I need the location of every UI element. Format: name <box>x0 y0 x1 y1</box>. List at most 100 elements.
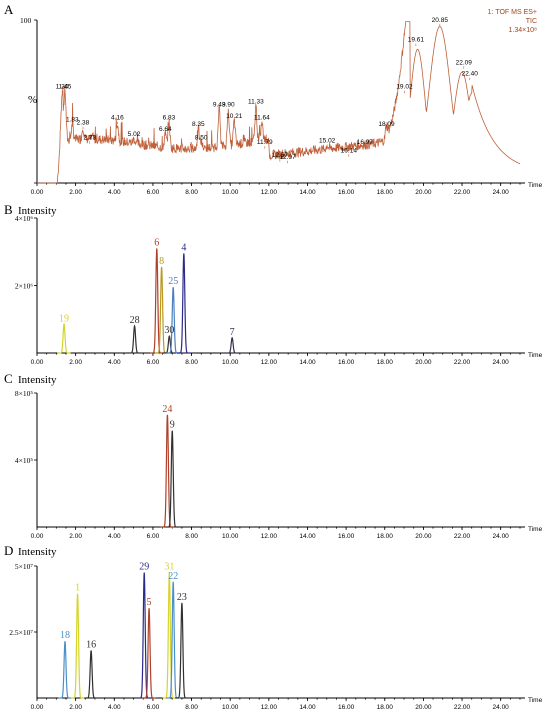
peak-trace <box>160 414 175 528</box>
x-tick-label: 0.00 <box>31 704 44 711</box>
tic-trace <box>37 21 521 184</box>
peak-label: 12.57 <box>272 152 289 159</box>
legend-line-3: 1.34×10⁸ <box>509 27 537 34</box>
x-tick-label: 8.00 <box>185 704 198 711</box>
x-tick-label: 0.00 <box>31 533 44 540</box>
peak-label: 11.33 <box>248 98 264 105</box>
y-tick-label: 5×10⁷ <box>15 562 33 571</box>
x-tick-label: 2.00 <box>69 704 82 711</box>
panel-label: A <box>4 2 14 17</box>
peak-trace <box>137 572 151 699</box>
peak-label: 31 <box>164 562 174 573</box>
peak-label: 9.90 <box>222 102 235 109</box>
peak-label: 23 <box>177 592 187 603</box>
peak-label: 1.30 <box>56 84 69 91</box>
peak-label: 16.97 <box>357 139 374 146</box>
legend: 1: TOF MS ES+ TIC 1.34×10⁸ <box>488 9 537 34</box>
x-tick-label: 20.00 <box>415 189 432 196</box>
x-tick-label: 10.00 <box>222 533 239 540</box>
x-tick-label: 18.00 <box>377 533 394 540</box>
peak-label: 19 <box>59 313 69 324</box>
y-axis-label: % <box>28 94 37 106</box>
x-tick-label: 16.00 <box>338 359 355 366</box>
peak-label: 16 <box>86 639 96 650</box>
y-axis-label: Intensity <box>18 546 57 558</box>
peak-label: 24 <box>162 404 172 415</box>
peak-label: 15.02 <box>319 138 336 145</box>
x-tick-label: 10.00 <box>222 359 239 366</box>
peak-trace <box>165 430 179 528</box>
peak-trace <box>154 266 169 354</box>
peak-label: 22 <box>168 571 178 582</box>
x-tick-label: 0.00 <box>31 189 44 196</box>
x-tick-label: 18.00 <box>377 704 394 711</box>
peak-trace <box>142 608 156 699</box>
peak-trace <box>84 650 98 699</box>
x-tick-label: 22.00 <box>454 533 471 540</box>
peak-label: 30 <box>164 325 174 336</box>
x-tick-label: 4.00 <box>108 704 121 711</box>
x-tick-label: 8.00 <box>185 189 198 196</box>
peak-trace <box>58 641 72 699</box>
peak-label: 8 <box>159 256 164 267</box>
panel-a: A % 100 1: TOF MS ES+ TIC 1.34×10⁸ 0.00 2… <box>4 2 543 196</box>
peak-trace <box>57 322 71 354</box>
x-tick-label: 16.00 <box>338 704 355 711</box>
panel-label: D <box>4 543 13 558</box>
peak-label: 2.38 <box>77 120 90 127</box>
x-tick-label: 4.00 <box>108 359 121 366</box>
peak-label: 7 <box>230 327 235 338</box>
peak-label: 25 <box>168 276 178 287</box>
peak-label: 8.35 <box>192 121 205 128</box>
peak-label: 6 <box>154 237 159 248</box>
x-tick-label: 18.00 <box>377 359 394 366</box>
peak-trace <box>177 253 191 354</box>
x-tick-label: 12.00 <box>261 533 278 540</box>
peak-trace <box>150 248 164 354</box>
x-axis-label: Time <box>528 697 543 704</box>
x-tick-label: 22.00 <box>454 189 471 196</box>
panel-label: B <box>4 202 13 217</box>
x-tick-label: 8.00 <box>185 359 198 366</box>
y-tick-label: 4×10⁶ <box>15 214 33 223</box>
y-axis-label: Intensity <box>18 205 57 217</box>
x-tick-label: 4.00 <box>108 189 121 196</box>
panel-d: D Intensity 0.00 2.00 4.00 6.00 8.00 10.00 12.… <box>4 543 543 711</box>
peak-label: 19.61 <box>408 36 425 43</box>
y-tick-label: 4×10⁵ <box>15 456 33 465</box>
peak-label: 9.43 <box>213 102 226 109</box>
peak-label: 6.83 <box>163 115 176 122</box>
x-tick-label: 16.00 <box>338 189 355 196</box>
peak-trace <box>127 324 142 354</box>
x-tick-label: 6.00 <box>147 533 160 540</box>
x-tick-label: 22.00 <box>454 704 471 711</box>
x-tick-label: 24.00 <box>493 533 510 540</box>
peak-label: 9 <box>170 420 175 431</box>
peak-trace <box>162 334 177 354</box>
y-max-label: 100 <box>20 16 32 25</box>
x-tick-label: 12.00 <box>261 359 278 366</box>
peak-label: 8.50 <box>195 134 208 141</box>
peak-label: 16.14 <box>341 147 358 154</box>
peak-label: 10.21 <box>226 113 243 120</box>
x-tick-label: 20.00 <box>415 704 432 711</box>
peak-label: 22.09 <box>456 59 473 66</box>
peak-label: 29 <box>139 562 149 573</box>
peak-label: 19.02 <box>396 84 413 91</box>
x-tick-label: 14.00 <box>299 359 316 366</box>
peak-label: 22.40 <box>462 71 479 78</box>
y-tick-label: 8×10⁵ <box>15 389 33 398</box>
x-tick-label: 6.00 <box>147 359 160 366</box>
x-tick-label: 14.00 <box>299 189 316 196</box>
x-tick-label: 24.00 <box>493 189 510 196</box>
y-tick-label: 2.5×10⁷ <box>9 628 33 637</box>
x-tick-label: 18.00 <box>377 189 394 196</box>
peak-label: 5.02 <box>128 131 141 138</box>
panel-b: B Intensity 0.00 2.00 4.00 6.00 8.00 10.00 12.… <box>4 202 543 366</box>
peak-label: 5 <box>147 597 152 608</box>
x-tick-label: 12.00 <box>261 189 278 196</box>
peak-trace <box>70 593 85 699</box>
x-tick-label: 2.00 <box>69 189 82 196</box>
y-tick-label: 2×10⁶ <box>15 282 33 291</box>
x-tick-label: 6.00 <box>147 704 160 711</box>
